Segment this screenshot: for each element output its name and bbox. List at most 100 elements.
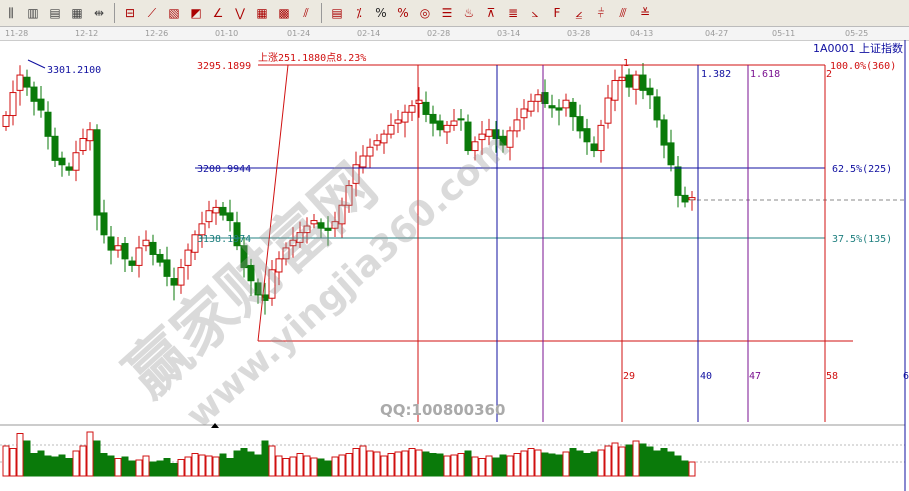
candle <box>51 127 59 167</box>
candle-body <box>338 204 346 225</box>
fib-arc-icon[interactable]: ⦣ <box>531 5 539 20</box>
rect-select-icon[interactable]: ⊟ <box>124 6 136 20</box>
percent-line-icon[interactable]: ⁒ <box>356 6 362 20</box>
candle-body <box>590 143 598 152</box>
candle <box>534 89 542 113</box>
candle-body <box>450 120 458 126</box>
angle-icon[interactable]: ∠ <box>212 6 224 20</box>
volume-bar <box>632 440 640 477</box>
grid-icon[interactable]: ▦ <box>256 6 268 20</box>
candle-body <box>163 259 171 277</box>
candle <box>408 100 416 122</box>
gold-circle-icon[interactable]: ◎ <box>419 6 431 20</box>
candle <box>58 151 66 177</box>
candle <box>485 118 493 146</box>
candle <box>597 119 605 163</box>
candle-body <box>93 129 101 216</box>
candle <box>429 105 437 137</box>
candle <box>401 104 409 138</box>
fire-icon[interactable]: ♨ <box>463 6 475 20</box>
candle-body <box>100 212 108 236</box>
time-zone-icon[interactable]: ⫩ <box>597 5 605 20</box>
date-tick: 02-14 <box>357 29 381 38</box>
percent-icon[interactable]: % <box>375 6 387 20</box>
candle-icon[interactable]: ▥ <box>27 6 39 20</box>
period-icon[interactable]: ▤ <box>331 6 343 20</box>
candle-body <box>499 135 507 146</box>
candle-body <box>72 152 80 171</box>
volume-bar <box>107 455 115 477</box>
candle <box>261 282 269 315</box>
candle <box>44 101 52 150</box>
date-tick: 12-26 <box>145 29 169 38</box>
volume-bar <box>513 453 521 477</box>
candle <box>135 235 143 278</box>
speed-line-icon[interactable]: ⫻ <box>619 5 627 20</box>
candle-body <box>149 241 157 255</box>
count-58-label: 58 <box>826 371 838 382</box>
ratio-1382-label: 1.382 <box>701 69 731 80</box>
candle-body <box>282 247 290 260</box>
date-tick: 03-28 <box>567 29 591 38</box>
toolbar-separator <box>114 3 115 23</box>
candle-body <box>79 138 87 152</box>
volume-bar <box>51 456 59 477</box>
candle-body <box>555 107 563 111</box>
grid2-icon[interactable]: ▩ <box>278 6 290 20</box>
volume-bar <box>219 453 227 477</box>
range-icon[interactable]: ⇹ <box>93 6 105 20</box>
gann-fan-icon[interactable]: ◩ <box>190 6 202 20</box>
volume-bar <box>674 455 682 477</box>
fan-icon[interactable]: ⟋ <box>147 5 157 20</box>
zigzag-icon[interactable]: ⋁ <box>235 6 245 20</box>
candle-body <box>303 225 311 234</box>
ohlc-icon[interactable]: ▦ <box>71 6 83 20</box>
volume-bar <box>492 457 500 477</box>
fib-time-icon[interactable]: ≚ <box>639 6 651 20</box>
volume-bar <box>296 453 304 477</box>
date-tick: 01-10 <box>215 29 239 38</box>
candle-body <box>219 206 227 216</box>
candle <box>289 227 297 258</box>
volume-bar <box>520 450 528 477</box>
parallel-lines-icon[interactable]: ⫽ <box>303 5 309 20</box>
candle-body <box>261 294 269 301</box>
volume-bar <box>247 451 255 477</box>
candle-body <box>492 129 500 140</box>
mark-1-label: 1 <box>623 58 629 69</box>
candle-body <box>2 115 10 127</box>
fib-fan-icon[interactable]: ⊼ <box>486 6 496 20</box>
bars-icon[interactable]: ⫼ <box>8 5 14 20</box>
candle <box>37 85 45 118</box>
candle-hollow-icon[interactable]: ▤ <box>49 6 61 20</box>
volume-bar <box>324 460 332 477</box>
candle <box>86 122 94 151</box>
candle-body <box>275 258 283 273</box>
candle <box>345 180 353 213</box>
candle <box>205 200 213 229</box>
gann-box-icon[interactable]: ▧ <box>168 6 180 20</box>
rise-trend-line <box>257 64 289 342</box>
volume-bar <box>597 449 605 477</box>
candle-body <box>177 267 185 286</box>
candle <box>569 98 577 131</box>
candle-body <box>310 220 318 225</box>
fib-lines-icon[interactable]: F <box>553 6 561 20</box>
candle <box>324 216 332 246</box>
candle-body <box>240 245 248 269</box>
candle <box>471 136 479 161</box>
fib-lines2-icon[interactable]: ⦤ <box>575 5 583 20</box>
gold-line-icon[interactable]: ☰ <box>441 6 453 20</box>
volume-bar <box>2 445 10 477</box>
volume-bar <box>576 450 584 477</box>
candle <box>93 124 101 231</box>
percent2-icon[interactable]: % <box>397 6 409 20</box>
volume-bar <box>254 454 262 477</box>
volume-bar <box>408 448 416 477</box>
candle-body <box>436 120 444 131</box>
gold-split-icon[interactable]: ≣ <box>507 6 519 20</box>
volume-bar <box>184 456 192 477</box>
candle <box>688 191 696 211</box>
candle <box>632 70 640 105</box>
candle <box>499 129 507 153</box>
